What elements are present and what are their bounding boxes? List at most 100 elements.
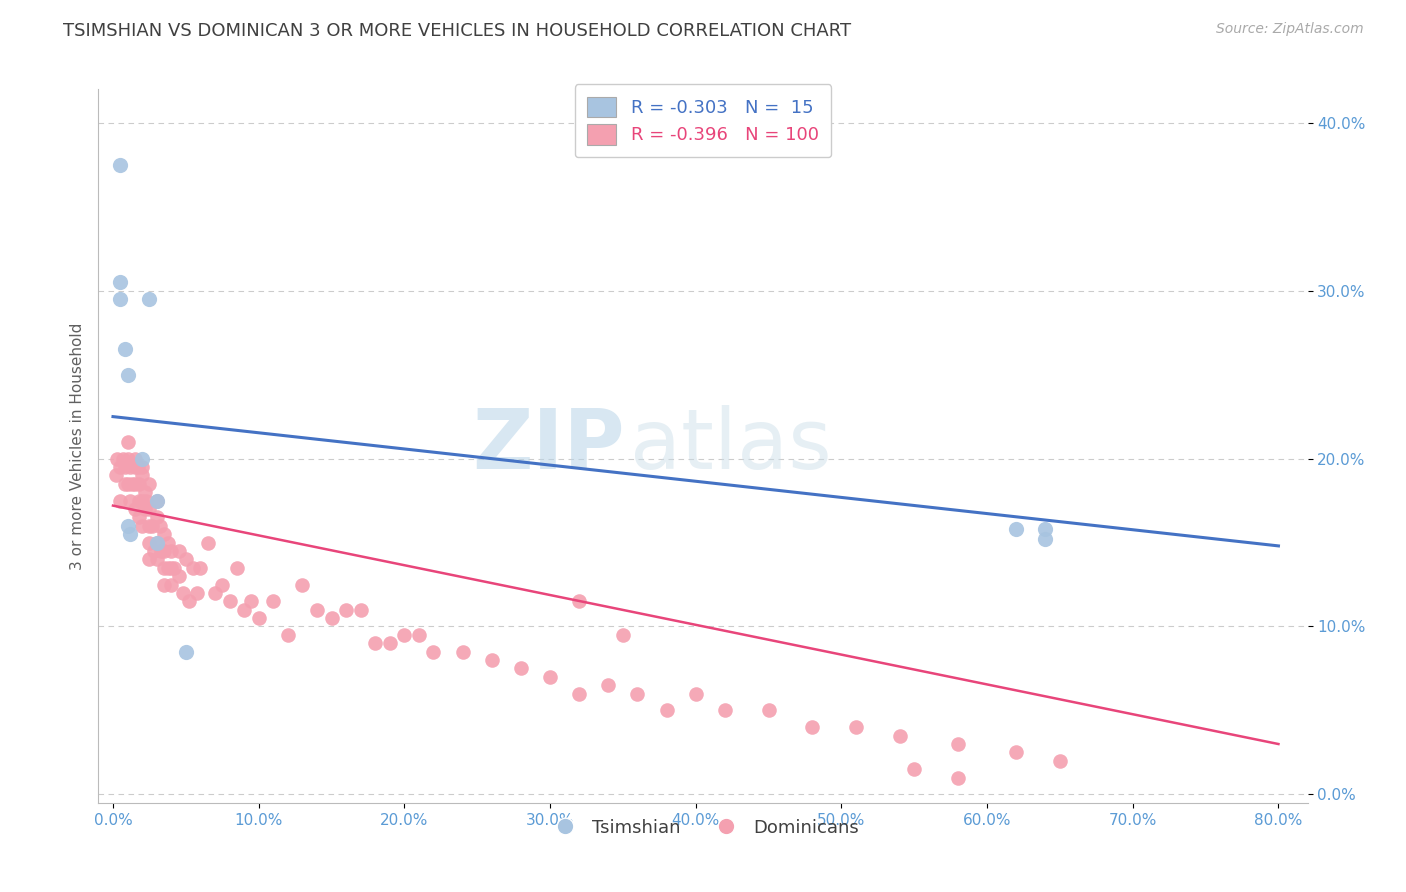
Point xyxy=(174,645,197,659)
Point xyxy=(626,687,648,701)
Point xyxy=(186,586,208,600)
Point xyxy=(110,292,132,306)
Point xyxy=(114,343,136,357)
Point xyxy=(117,368,139,382)
Point xyxy=(153,577,176,591)
Point xyxy=(394,628,416,642)
Text: ZIP: ZIP xyxy=(472,406,624,486)
Point xyxy=(655,703,678,717)
Point xyxy=(145,493,167,508)
Point xyxy=(160,544,183,558)
Point xyxy=(1033,522,1056,536)
Point xyxy=(408,628,430,642)
Point xyxy=(233,603,256,617)
Point xyxy=(128,476,150,491)
Point xyxy=(211,577,233,591)
Point xyxy=(117,476,139,491)
Point xyxy=(131,518,153,533)
Text: Source: ZipAtlas.com: Source: ZipAtlas.com xyxy=(1216,22,1364,37)
Point xyxy=(120,493,142,508)
Point xyxy=(138,552,160,566)
Point xyxy=(157,560,180,574)
Point xyxy=(114,460,136,475)
Point xyxy=(160,560,183,574)
Point xyxy=(568,594,591,608)
Point xyxy=(120,460,142,475)
Text: TSIMSHIAN VS DOMINICAN 3 OR MORE VEHICLES IN HOUSEHOLD CORRELATION CHART: TSIMSHIAN VS DOMINICAN 3 OR MORE VEHICLE… xyxy=(63,22,852,40)
Point xyxy=(104,468,127,483)
Point xyxy=(124,502,146,516)
Point xyxy=(138,502,160,516)
Point xyxy=(291,577,314,591)
Point xyxy=(142,544,165,558)
Point xyxy=(153,560,176,574)
Point xyxy=(124,451,146,466)
Point xyxy=(112,451,135,466)
Point xyxy=(145,535,167,549)
Point xyxy=(149,518,172,533)
Point xyxy=(685,687,707,701)
Point xyxy=(110,460,132,475)
Point xyxy=(145,493,167,508)
Point xyxy=(568,687,591,701)
Point xyxy=(1049,754,1071,768)
Point xyxy=(138,292,160,306)
Point xyxy=(114,476,136,491)
Point xyxy=(451,645,474,659)
Point xyxy=(481,653,503,667)
Point xyxy=(131,460,153,475)
Point xyxy=(124,476,146,491)
Point xyxy=(350,603,373,617)
Point xyxy=(177,594,200,608)
Point xyxy=(181,560,204,574)
Point xyxy=(110,275,132,289)
Point xyxy=(110,158,132,172)
Y-axis label: 3 or more Vehicles in Household: 3 or more Vehicles in Household xyxy=(69,322,84,570)
Point xyxy=(145,510,167,524)
Point xyxy=(167,544,190,558)
Point xyxy=(117,518,139,533)
Point xyxy=(110,493,132,508)
Point xyxy=(335,603,357,617)
Point xyxy=(145,535,167,549)
Point xyxy=(117,451,139,466)
Point xyxy=(903,762,925,776)
Point xyxy=(134,485,156,500)
Point xyxy=(138,518,160,533)
Point xyxy=(190,560,212,574)
Legend: Tsimshian, Dominicans: Tsimshian, Dominicans xyxy=(540,812,866,844)
Point xyxy=(163,560,186,574)
Point xyxy=(262,594,284,608)
Point xyxy=(1005,522,1028,536)
Point xyxy=(153,527,176,541)
Point xyxy=(889,729,911,743)
Point xyxy=(160,577,183,591)
Point xyxy=(305,603,328,617)
Point xyxy=(131,493,153,508)
Point xyxy=(138,476,160,491)
Point xyxy=(167,569,190,583)
Point xyxy=(714,703,737,717)
Point xyxy=(150,544,173,558)
Point xyxy=(174,552,197,566)
Point xyxy=(131,451,153,466)
Point xyxy=(247,611,270,625)
Text: atlas: atlas xyxy=(630,406,832,486)
Point xyxy=(378,636,401,650)
Point xyxy=(225,560,247,574)
Point xyxy=(138,535,160,549)
Point xyxy=(422,645,444,659)
Point xyxy=(321,611,343,625)
Point xyxy=(120,527,142,541)
Point xyxy=(946,771,969,785)
Point xyxy=(509,661,531,675)
Point xyxy=(157,535,180,549)
Point xyxy=(204,586,226,600)
Point xyxy=(612,628,634,642)
Point xyxy=(145,552,167,566)
Point xyxy=(128,510,150,524)
Point xyxy=(277,628,299,642)
Point xyxy=(153,544,176,558)
Point xyxy=(946,737,969,751)
Point xyxy=(364,636,387,650)
